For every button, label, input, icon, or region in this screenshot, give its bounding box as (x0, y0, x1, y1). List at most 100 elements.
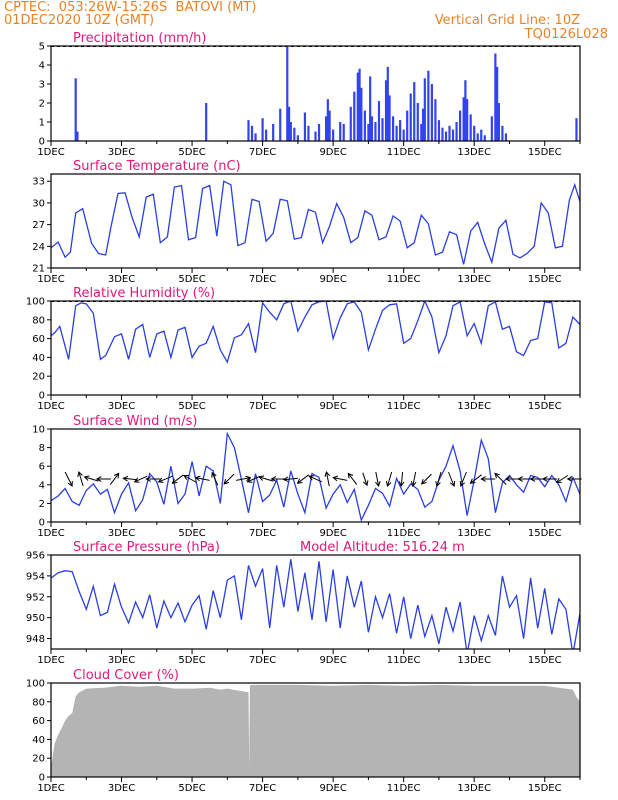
wind-arrow (211, 472, 219, 486)
y-tick-label: 27 (32, 220, 45, 231)
x-tick-label: 3DEC (108, 147, 135, 158)
precip-bar (395, 125, 398, 141)
wind-arrow (375, 471, 380, 487)
wind-panel: Surface Wind (m/s) 0 2 4 6 8 10 1DEC 3DEC 5DEC 7DE… (32, 414, 582, 539)
precip-bar (317, 123, 321, 141)
wind-series-line (51, 431, 580, 522)
y-tick-label: 8 (39, 443, 45, 454)
wind-arrow-head (332, 475, 339, 482)
precip-bar (332, 129, 335, 141)
x-tick-label: 3DEC (108, 783, 135, 794)
precip-bar (286, 46, 289, 141)
model-code: TQ0126L028 (524, 27, 608, 42)
precip-bar (483, 135, 486, 141)
precip-title: Precipitation (mm/h) (73, 31, 206, 46)
wind-arrow (134, 475, 148, 483)
y-tick-label: 1 (39, 118, 45, 129)
x-tick-label: 7DEC (249, 401, 276, 412)
temperature-series-line (51, 180, 580, 265)
wind-arrow (347, 473, 358, 485)
wind-arrow (64, 471, 73, 487)
precip-bar (205, 103, 208, 141)
y-tick-label: 0 (39, 137, 45, 148)
x-tick-label: 5DEC (178, 274, 205, 285)
precip-bar (402, 129, 405, 141)
precip-bar (339, 122, 342, 141)
x-tick-label: 11DEC (387, 783, 421, 794)
y-tick-label: 956 (26, 551, 45, 562)
pressure-frame (50, 554, 581, 650)
wind-arrow-head (420, 478, 427, 485)
y-tick-label: 10 (32, 425, 45, 436)
x-tick-label: 5DEC (178, 401, 205, 412)
wind-title: Surface Wind (m/s) (73, 414, 197, 429)
station-line: CPTEC: 053:26W-15:26S BATOVI (MT) (4, 0, 257, 15)
precip-bar (427, 70, 430, 141)
wind-arrow-head (95, 476, 102, 482)
y-tick-label: 33 (32, 177, 45, 188)
x-tick-label: 9DEC (319, 655, 346, 666)
precip-bar (349, 106, 352, 141)
wind-arrow-head (194, 475, 201, 482)
wind-arrow-head (324, 470, 331, 477)
x-tick-label: 15DEC (528, 655, 562, 666)
wind-arrow-head (246, 477, 253, 483)
wind-arrow-head (171, 478, 178, 484)
wind-arrow-head (541, 476, 548, 482)
cloud-cover-area (51, 684, 580, 777)
y-tick-label: 5 (39, 42, 45, 53)
wind-arrow (109, 473, 120, 485)
wind-arrow-head (308, 475, 315, 481)
wind-arrow-head (122, 475, 129, 482)
y-tick-label: 100 (26, 679, 45, 690)
wind-arrow-head (555, 477, 562, 484)
precip-bar (369, 76, 372, 141)
y-tick-label: 40 (32, 353, 45, 364)
precip-bar (360, 87, 363, 141)
pressure-series-line (51, 559, 580, 649)
x-tick-label: 1DEC (37, 655, 64, 666)
precip-bar (409, 93, 412, 141)
precip-bar (497, 103, 500, 141)
precip-bar (265, 129, 268, 141)
precip-bar (358, 68, 361, 141)
wind-arrow (333, 477, 348, 481)
precip-bar (406, 110, 409, 141)
wind-arrow (421, 473, 432, 485)
precip-bar (388, 95, 391, 141)
y-tick-label: 100 (26, 297, 45, 308)
precip-bar (423, 78, 426, 141)
temperature-panel: Surface Temperature (nC) 21 24 27 30 33 1DEC 3D… (32, 159, 581, 285)
x-tick-label: 15DEC (528, 528, 562, 539)
x-tick-label: 1DEC (37, 147, 64, 158)
wind-arrow-head (270, 476, 277, 482)
precip-bar (494, 53, 497, 141)
wind-arrow-head (113, 472, 120, 479)
wind-arrow-head (480, 476, 486, 482)
x-tick-label: 11DEC (387, 655, 421, 666)
x-tick-label: 13DEC (457, 274, 491, 285)
precip-bar (314, 131, 317, 141)
x-tick-label: 1DEC (37, 274, 64, 285)
precip-bar (247, 120, 250, 141)
wind-arrow-head (133, 477, 140, 483)
wind-arrow-head (67, 480, 73, 487)
y-tick-label: 21 (32, 264, 45, 275)
wind-arrow (556, 475, 569, 483)
wind-frame (50, 428, 581, 523)
x-tick-label: 7DEC (249, 783, 276, 794)
wind-arrow-head (469, 478, 476, 484)
precip-bar (473, 125, 476, 141)
y-tick-label: 6 (39, 462, 45, 473)
humidity-title: Relative Humidity (%) (73, 286, 215, 301)
y-tick-label: 0 (39, 518, 45, 529)
wind-arrow-head (566, 476, 573, 482)
wind-arrow-head (211, 471, 217, 478)
precip-bar (421, 108, 425, 141)
x-tick-label: 3DEC (108, 401, 135, 412)
x-tick-label: 15DEC (528, 783, 562, 794)
precip-bar (307, 125, 310, 141)
wind-arrow (223, 473, 235, 485)
wind-arrow-head (83, 475, 90, 481)
